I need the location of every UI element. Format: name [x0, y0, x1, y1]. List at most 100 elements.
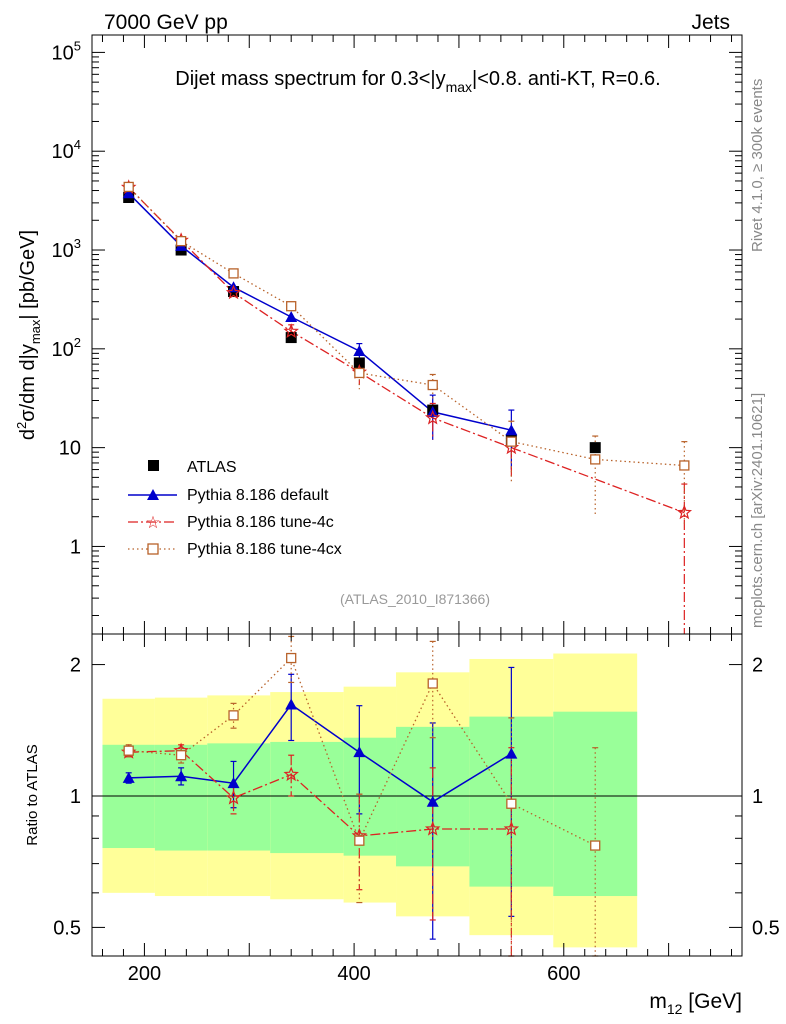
ratio-point-1-6 — [503, 820, 520, 836]
main-ytick-label: 104 — [52, 137, 81, 163]
main-point-3-4 — [354, 367, 365, 379]
main-point-0-3 — [285, 332, 297, 344]
ratio-point-0-5 — [426, 795, 439, 807]
ratio-y-tick-labels: 0.5 0.5 1 1 2 2 — [53, 655, 780, 940]
main-axis-ticks — [92, 35, 742, 634]
main-ytick-label: 10 — [59, 438, 81, 460]
main-markers — [120, 179, 693, 520]
ratio-point-0-2 — [227, 777, 240, 789]
ratio-point-0-6 — [505, 747, 518, 759]
legend-tune4c: ☆ Pythia 8.186 tune-4c — [128, 513, 334, 532]
legend-tune4cx: Pythia 8.186 tune-4cx — [128, 541, 342, 558]
ratio-point-0-0 — [122, 771, 135, 783]
x-tick-label: 400 — [337, 963, 370, 985]
legend-tune4cx-marker — [147, 543, 159, 555]
main-point-2-7 — [676, 504, 693, 520]
main-ytick-exp: 3 — [74, 236, 81, 251]
green-band-1 — [154, 744, 208, 851]
main-ytick-exp: 2 — [74, 335, 81, 350]
main-point-3-2 — [228, 268, 239, 279]
main-point-3-3 — [286, 301, 297, 312]
green-band-3 — [270, 741, 344, 854]
ratio-point-1-2 — [225, 789, 242, 805]
ratio-point-2-1 — [175, 750, 187, 761]
main-ytick-label: 1 — [70, 536, 81, 558]
legend: ATLAS Pythia 8.186 default ☆ Pythia 8.18… — [128, 459, 342, 558]
ratio-point-2-0 — [123, 745, 134, 756]
legend-tune4c-label: Pythia 8.186 tune-4c — [187, 514, 334, 531]
ratio-point-2-6 — [506, 798, 517, 809]
main-ytick-base: 10 — [52, 339, 74, 361]
ratio-ytick-label-right: 1 — [752, 786, 763, 808]
ratio-bands — [102, 653, 638, 948]
green-band-4 — [343, 737, 397, 856]
main-ytick-label: 105 — [52, 38, 81, 64]
main-ytick-exp: 4 — [74, 137, 81, 152]
ratio-point-2-5 — [427, 678, 438, 689]
main-point-3-6 — [506, 436, 517, 447]
main-line-3 — [128, 186, 685, 467]
ratio-point-2-4 — [354, 835, 365, 846]
ratio-ytick-label-right: 2 — [752, 655, 763, 677]
main-point-3-1 — [175, 235, 187, 247]
ratio-error-bars — [125, 635, 599, 957]
main-error-bars — [288, 324, 688, 634]
main-point-1-4 — [353, 345, 366, 357]
main-point-3-8 — [679, 460, 690, 471]
ratio-point-2-7 — [590, 840, 601, 851]
main-point-1-6 — [505, 424, 518, 436]
main-ytick-base: 10 — [52, 141, 74, 163]
ratio-line-2 — [128, 656, 596, 847]
main-ytick-base: 1 — [70, 536, 81, 558]
ratio-panel: 0.5 0.5 1 1 2 2 200 400 600 Ratio to ATLAS m12 … — [24, 633, 780, 1017]
legend-atlas: ATLAS — [148, 459, 237, 476]
x-tick-label: 200 — [128, 963, 161, 985]
ratio-point-1-3 — [283, 766, 299, 782]
header-right: Jets — [691, 11, 730, 34]
main-point-2-2 — [225, 284, 242, 300]
main-point-0-7 — [589, 442, 601, 454]
main-point-1-3 — [285, 310, 298, 322]
ratio-ytick-label-right: 0.5 — [752, 917, 780, 939]
main-ytick-base: 10 — [52, 240, 74, 262]
ratio-x-tick-labels: 200 400 600 — [128, 963, 581, 985]
legend-tune4cx-label: Pythia 8.186 tune-4cx — [187, 541, 342, 558]
main-ytick-base: 10 — [52, 42, 74, 64]
ratio-ytick-label: 0.5 — [53, 917, 81, 939]
side-rivet: Rivet 4.1.0, ≥ 300k events — [749, 79, 766, 252]
legend-atlas-label: ATLAS — [187, 459, 237, 476]
ratio-point-0-4 — [353, 746, 366, 758]
legend-atlas-marker — [148, 460, 159, 471]
ratio-axis-ticks — [92, 634, 742, 956]
legend-default: Pythia 8.186 default — [128, 487, 329, 504]
ratio-ytick-label: 1 — [70, 786, 81, 808]
legend-tune4c-marker: ☆ — [145, 513, 160, 532]
ratio-ytick-label: 2 — [70, 655, 81, 677]
main-line-2 — [128, 186, 685, 514]
main-line-1 — [128, 192, 512, 431]
main-point-3-5 — [427, 379, 438, 391]
main-ytick-exp: 5 — [74, 38, 81, 53]
plot-title: Dijet mass spectrum for 0.3<|ymax|<0.8. … — [175, 68, 660, 95]
legend-default-label: Pythia 8.186 default — [187, 487, 329, 504]
ratio-point-1-5 — [424, 820, 441, 836]
main-point-0-4 — [353, 357, 365, 369]
ratio-point-2-3 — [286, 652, 297, 664]
main-point-1-0 — [122, 187, 135, 199]
main-ytick-label: 103 — [52, 236, 81, 262]
x-axis-label: m12 [GeV] — [649, 990, 742, 1017]
watermark: (ATLAS_2010_I871366) — [340, 591, 490, 607]
ratio-point-2-2 — [228, 710, 239, 721]
ratio-markers — [120, 652, 601, 851]
x-tick-label: 600 — [547, 963, 580, 985]
legend-default-marker — [147, 489, 159, 500]
ratio-point-0-1 — [175, 770, 188, 782]
main-point-2-3 — [283, 323, 299, 339]
main-ytick-label: 102 — [52, 335, 81, 361]
green-band-7 — [553, 711, 638, 897]
side-mcplots: mcplots.cern.ch [arXiv:2401.10621] — [749, 393, 766, 628]
header-left: 7000 GeV pp — [104, 11, 228, 34]
